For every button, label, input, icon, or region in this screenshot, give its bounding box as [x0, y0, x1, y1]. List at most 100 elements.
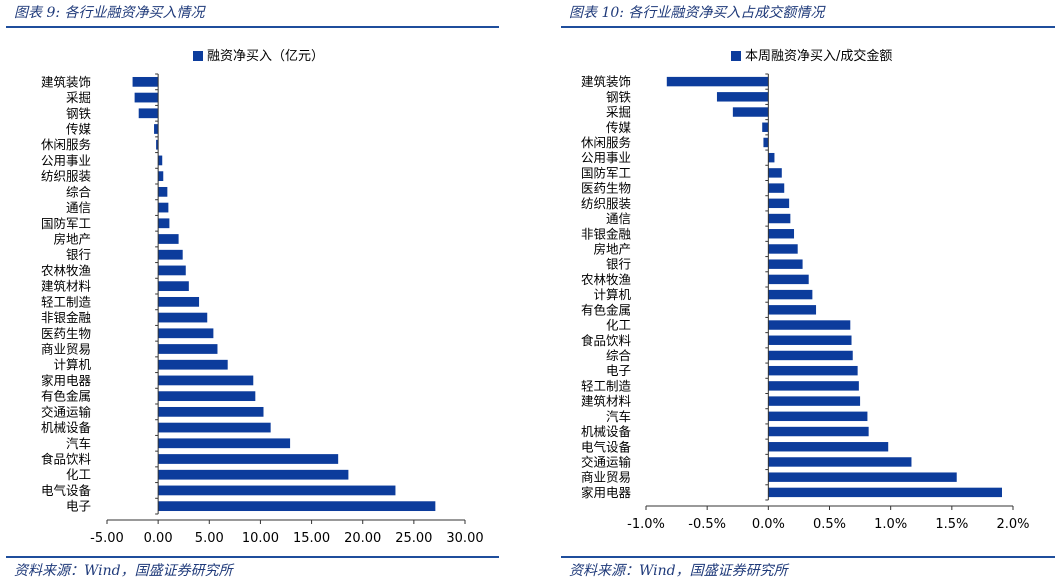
bar [132, 76, 159, 87]
bar [158, 375, 254, 386]
category-label: 食品饮料 [581, 333, 632, 348]
left-chart-panel: 图表 9: 各行业融资净买入情况 融资净买入（亿元） 建筑装饰 采掘 钢铁 传媒 休闲服务… [0, 0, 505, 582]
category-label: 计算机 [593, 287, 631, 302]
bar [154, 124, 159, 134]
x-tick-label: -1.0% [627, 517, 665, 532]
x-tick-label: 15.00 [293, 531, 330, 546]
bar [768, 183, 785, 193]
bar [763, 137, 769, 148]
bar [158, 359, 228, 370]
figure-9-title: 图表 9: 各行业融资净买入情况 [14, 5, 205, 21]
category-label: 通信 [66, 200, 91, 215]
bar [158, 422, 271, 433]
category-label: 综合 [66, 184, 92, 199]
legend-swatch [193, 51, 203, 61]
category-label: 传媒 [606, 120, 632, 135]
bar [768, 411, 868, 422]
bar [768, 289, 813, 300]
bar [158, 485, 396, 496]
category-label: 商业贸易 [581, 470, 631, 485]
bar [158, 171, 164, 182]
bar [158, 249, 183, 260]
bar [768, 381, 859, 391]
bar [768, 168, 782, 178]
x-tick-label: 30.00 [446, 531, 483, 546]
legend-swatch [731, 51, 741, 61]
category-label: 采掘 [66, 90, 91, 105]
bar [762, 122, 769, 132]
bar [768, 213, 791, 224]
bar [156, 139, 159, 150]
bar [158, 328, 214, 339]
category-label: 银行 [606, 257, 631, 272]
bar [768, 487, 1002, 498]
category-label: 电气设备 [581, 439, 632, 454]
category-label: 有色金属 [581, 302, 631, 317]
bar [768, 335, 852, 345]
bar [158, 312, 208, 323]
bar [158, 155, 163, 166]
category-label: 食品饮料 [41, 452, 92, 467]
bar [158, 469, 349, 480]
category-label: 农林牧渔 [41, 263, 91, 278]
x-tick-label: 1.5% [935, 517, 968, 532]
category-label: 建筑材料 [41, 279, 92, 294]
category-label: 交通运输 [41, 404, 92, 419]
bar [158, 186, 168, 197]
bar [768, 457, 912, 467]
category-label: 机械设备 [581, 424, 632, 439]
net-buy-amount-chart: 融资净买入（亿元） 建筑装饰采掘钢铁传媒休闲服务公用事业纺织服装综合通信国防军工房… [41, 49, 484, 546]
bar [134, 92, 159, 103]
category-label: 采掘 [606, 105, 631, 120]
bar [768, 198, 790, 209]
category-label: 建筑材料 [581, 394, 632, 409]
category-label: 商业贸易 [41, 342, 91, 357]
category-label: 公用事业 [41, 153, 91, 168]
category-label: 纺织服装 [581, 196, 631, 211]
category-label: 银行 [66, 247, 91, 262]
category-label: 医药生物 [581, 181, 631, 196]
bottom-divider [561, 556, 1055, 558]
bar [768, 259, 803, 269]
category-label: 计算机 [53, 357, 91, 372]
x-tick-label: 0.00 [144, 531, 173, 546]
bar [666, 76, 769, 87]
x-tick-label: 10.00 [242, 531, 279, 546]
figure-10-title: 图表 10: 各行业融资净买入占成交额情况 [569, 5, 825, 21]
bar [768, 320, 851, 330]
category-label: 家用电器 [581, 485, 632, 500]
legend: 融资净买入（亿元） [193, 49, 324, 64]
category-label: 电气设备 [41, 483, 92, 498]
bar [158, 438, 291, 449]
category-label: 汽车 [66, 436, 91, 451]
category-label: 国防军工 [41, 216, 91, 231]
category-label: 化工 [606, 318, 631, 333]
bar [158, 406, 264, 417]
category-label: 化工 [66, 467, 91, 482]
category-label: 非银金融 [41, 310, 92, 325]
legend-label: 本周融资净买入/成交金额 [745, 48, 892, 64]
bar [158, 296, 200, 307]
category-label: 钢铁 [66, 106, 92, 121]
x-tick-label: 5.00 [195, 531, 224, 546]
category-label: 医药生物 [41, 326, 91, 341]
category-label: 传媒 [66, 122, 92, 137]
bar [158, 281, 189, 292]
source-note: 资料来源：Wind，国盛证券研究所 [14, 563, 233, 579]
category-label: 轻工制造 [581, 378, 632, 393]
category-label: 休闲服务 [41, 137, 91, 152]
bar [768, 365, 858, 376]
category-label: 国防军工 [581, 165, 631, 180]
category-label: 钢铁 [606, 89, 632, 104]
category-label: 电子 [66, 499, 91, 514]
bar [768, 274, 809, 285]
category-label: 建筑装饰 [581, 74, 631, 89]
category-label: 通信 [606, 211, 631, 226]
category-label: 农林牧渔 [581, 272, 631, 287]
legend-label: 融资净买入（亿元） [207, 49, 324, 64]
bar [768, 350, 853, 361]
bar [158, 344, 218, 354]
bar [716, 92, 769, 102]
top-divider [561, 26, 1055, 28]
category-label: 非银金融 [581, 226, 632, 241]
